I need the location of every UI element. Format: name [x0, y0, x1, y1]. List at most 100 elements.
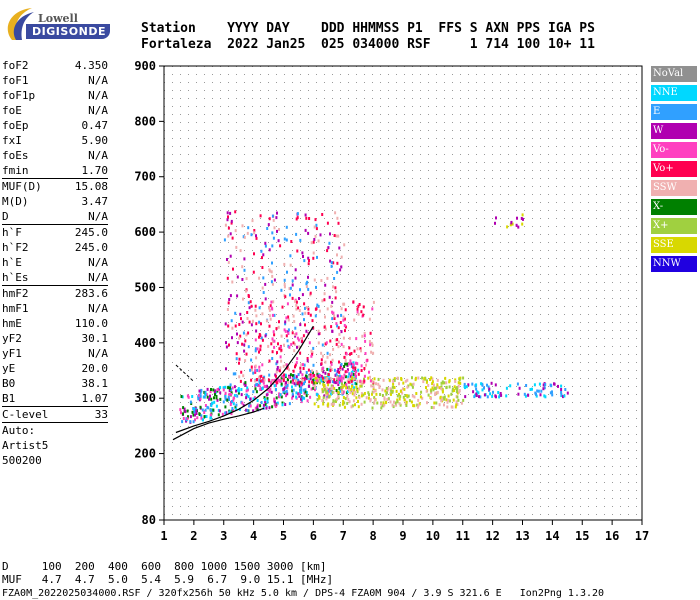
grid-dot — [236, 314, 237, 315]
grid-dot — [580, 482, 581, 483]
echo-point — [342, 399, 345, 403]
echo-point — [330, 264, 333, 268]
grid-dot — [380, 474, 381, 475]
echo-point — [229, 232, 232, 236]
grid-dot — [308, 442, 309, 443]
grid-dot — [564, 106, 565, 107]
grid-dot — [188, 210, 189, 211]
grid-dot — [620, 210, 621, 211]
grid-dot — [372, 370, 373, 371]
echo-point — [230, 388, 233, 391]
grid-dot — [396, 362, 397, 363]
grid-dot — [212, 298, 213, 299]
echo-point — [192, 413, 195, 417]
grid-dot — [372, 362, 373, 363]
echo-point — [219, 397, 222, 401]
grid-dot — [308, 474, 309, 475]
grid-dot — [404, 194, 405, 195]
grid-dot — [492, 426, 493, 427]
echo-point — [210, 388, 212, 391]
grid-dot — [564, 82, 565, 83]
grid-dot — [260, 106, 261, 107]
grid-dot — [628, 322, 629, 323]
grid-dot — [404, 346, 405, 347]
grid-dot — [380, 226, 381, 227]
echo-point — [273, 400, 276, 404]
grid-dot — [588, 514, 589, 515]
echo-point — [182, 417, 185, 420]
grid-dot — [460, 98, 461, 99]
grid-dot — [284, 210, 285, 211]
grid-dot — [388, 378, 389, 379]
grid-dot — [188, 170, 189, 171]
grid-dot — [412, 162, 413, 163]
echo-point — [412, 382, 415, 386]
echo-point — [343, 317, 346, 321]
grid-dot — [324, 442, 325, 443]
param-row: foEp 0.47 — [2, 118, 108, 133]
grid-dot — [492, 306, 493, 307]
grid-dot — [244, 210, 245, 211]
grid-dot — [580, 194, 581, 195]
echo-point — [268, 217, 271, 221]
echo-point — [301, 251, 304, 255]
grid-dot — [436, 250, 437, 251]
echo-point — [228, 389, 231, 392]
grid-dot — [284, 154, 285, 155]
grid-dot — [284, 146, 285, 147]
grid-dot — [420, 378, 421, 379]
grid-dot — [308, 490, 309, 491]
grid-dot — [292, 458, 293, 459]
grid-dot — [596, 226, 597, 227]
grid-dot — [540, 426, 541, 427]
echo-point — [330, 367, 333, 371]
grid-dot — [468, 474, 469, 475]
grid-dot — [612, 90, 613, 91]
echo-point — [271, 244, 274, 248]
echo-point — [293, 376, 295, 380]
grid-dot — [212, 266, 213, 267]
grid-dot — [484, 418, 485, 419]
echo-point — [250, 233, 253, 237]
grid-dot — [492, 170, 493, 171]
echo-point — [244, 381, 247, 385]
grid-dot — [324, 306, 325, 307]
grid-dot — [220, 90, 221, 91]
grid-dot — [556, 210, 557, 211]
echo-point — [182, 406, 185, 410]
grid-dot — [316, 170, 317, 171]
echo-point — [340, 330, 343, 334]
echo-point — [311, 380, 314, 384]
echo-point — [234, 210, 237, 214]
echo-point — [275, 403, 278, 407]
grid-dot — [412, 82, 413, 83]
grid-dot — [348, 338, 349, 339]
echo-point — [231, 336, 233, 340]
grid-dot — [500, 290, 501, 291]
grid-dot — [196, 138, 197, 139]
grid-dot — [556, 98, 557, 99]
echo-point — [406, 378, 409, 382]
grid-dot — [452, 82, 453, 83]
grid-dot — [612, 82, 613, 83]
grid-dot — [212, 458, 213, 459]
echo-point — [352, 377, 355, 381]
grid-dot — [548, 258, 549, 259]
grid-dot — [364, 498, 365, 499]
echo-point — [301, 373, 304, 377]
grid-dot — [548, 162, 549, 163]
echo-point — [285, 225, 288, 229]
grid-dot — [172, 154, 173, 155]
grid-dot — [180, 402, 181, 403]
grid-dot — [532, 106, 533, 107]
grid-dot — [292, 202, 293, 203]
grid-dot — [548, 370, 549, 371]
grid-dot — [548, 514, 549, 515]
grid-dot — [172, 450, 173, 451]
echo-point — [321, 376, 324, 380]
grid-dot — [324, 402, 325, 403]
grid-dot — [404, 418, 405, 419]
grid-dot — [524, 226, 525, 227]
grid-dot — [468, 290, 469, 291]
grid-dot — [564, 146, 565, 147]
